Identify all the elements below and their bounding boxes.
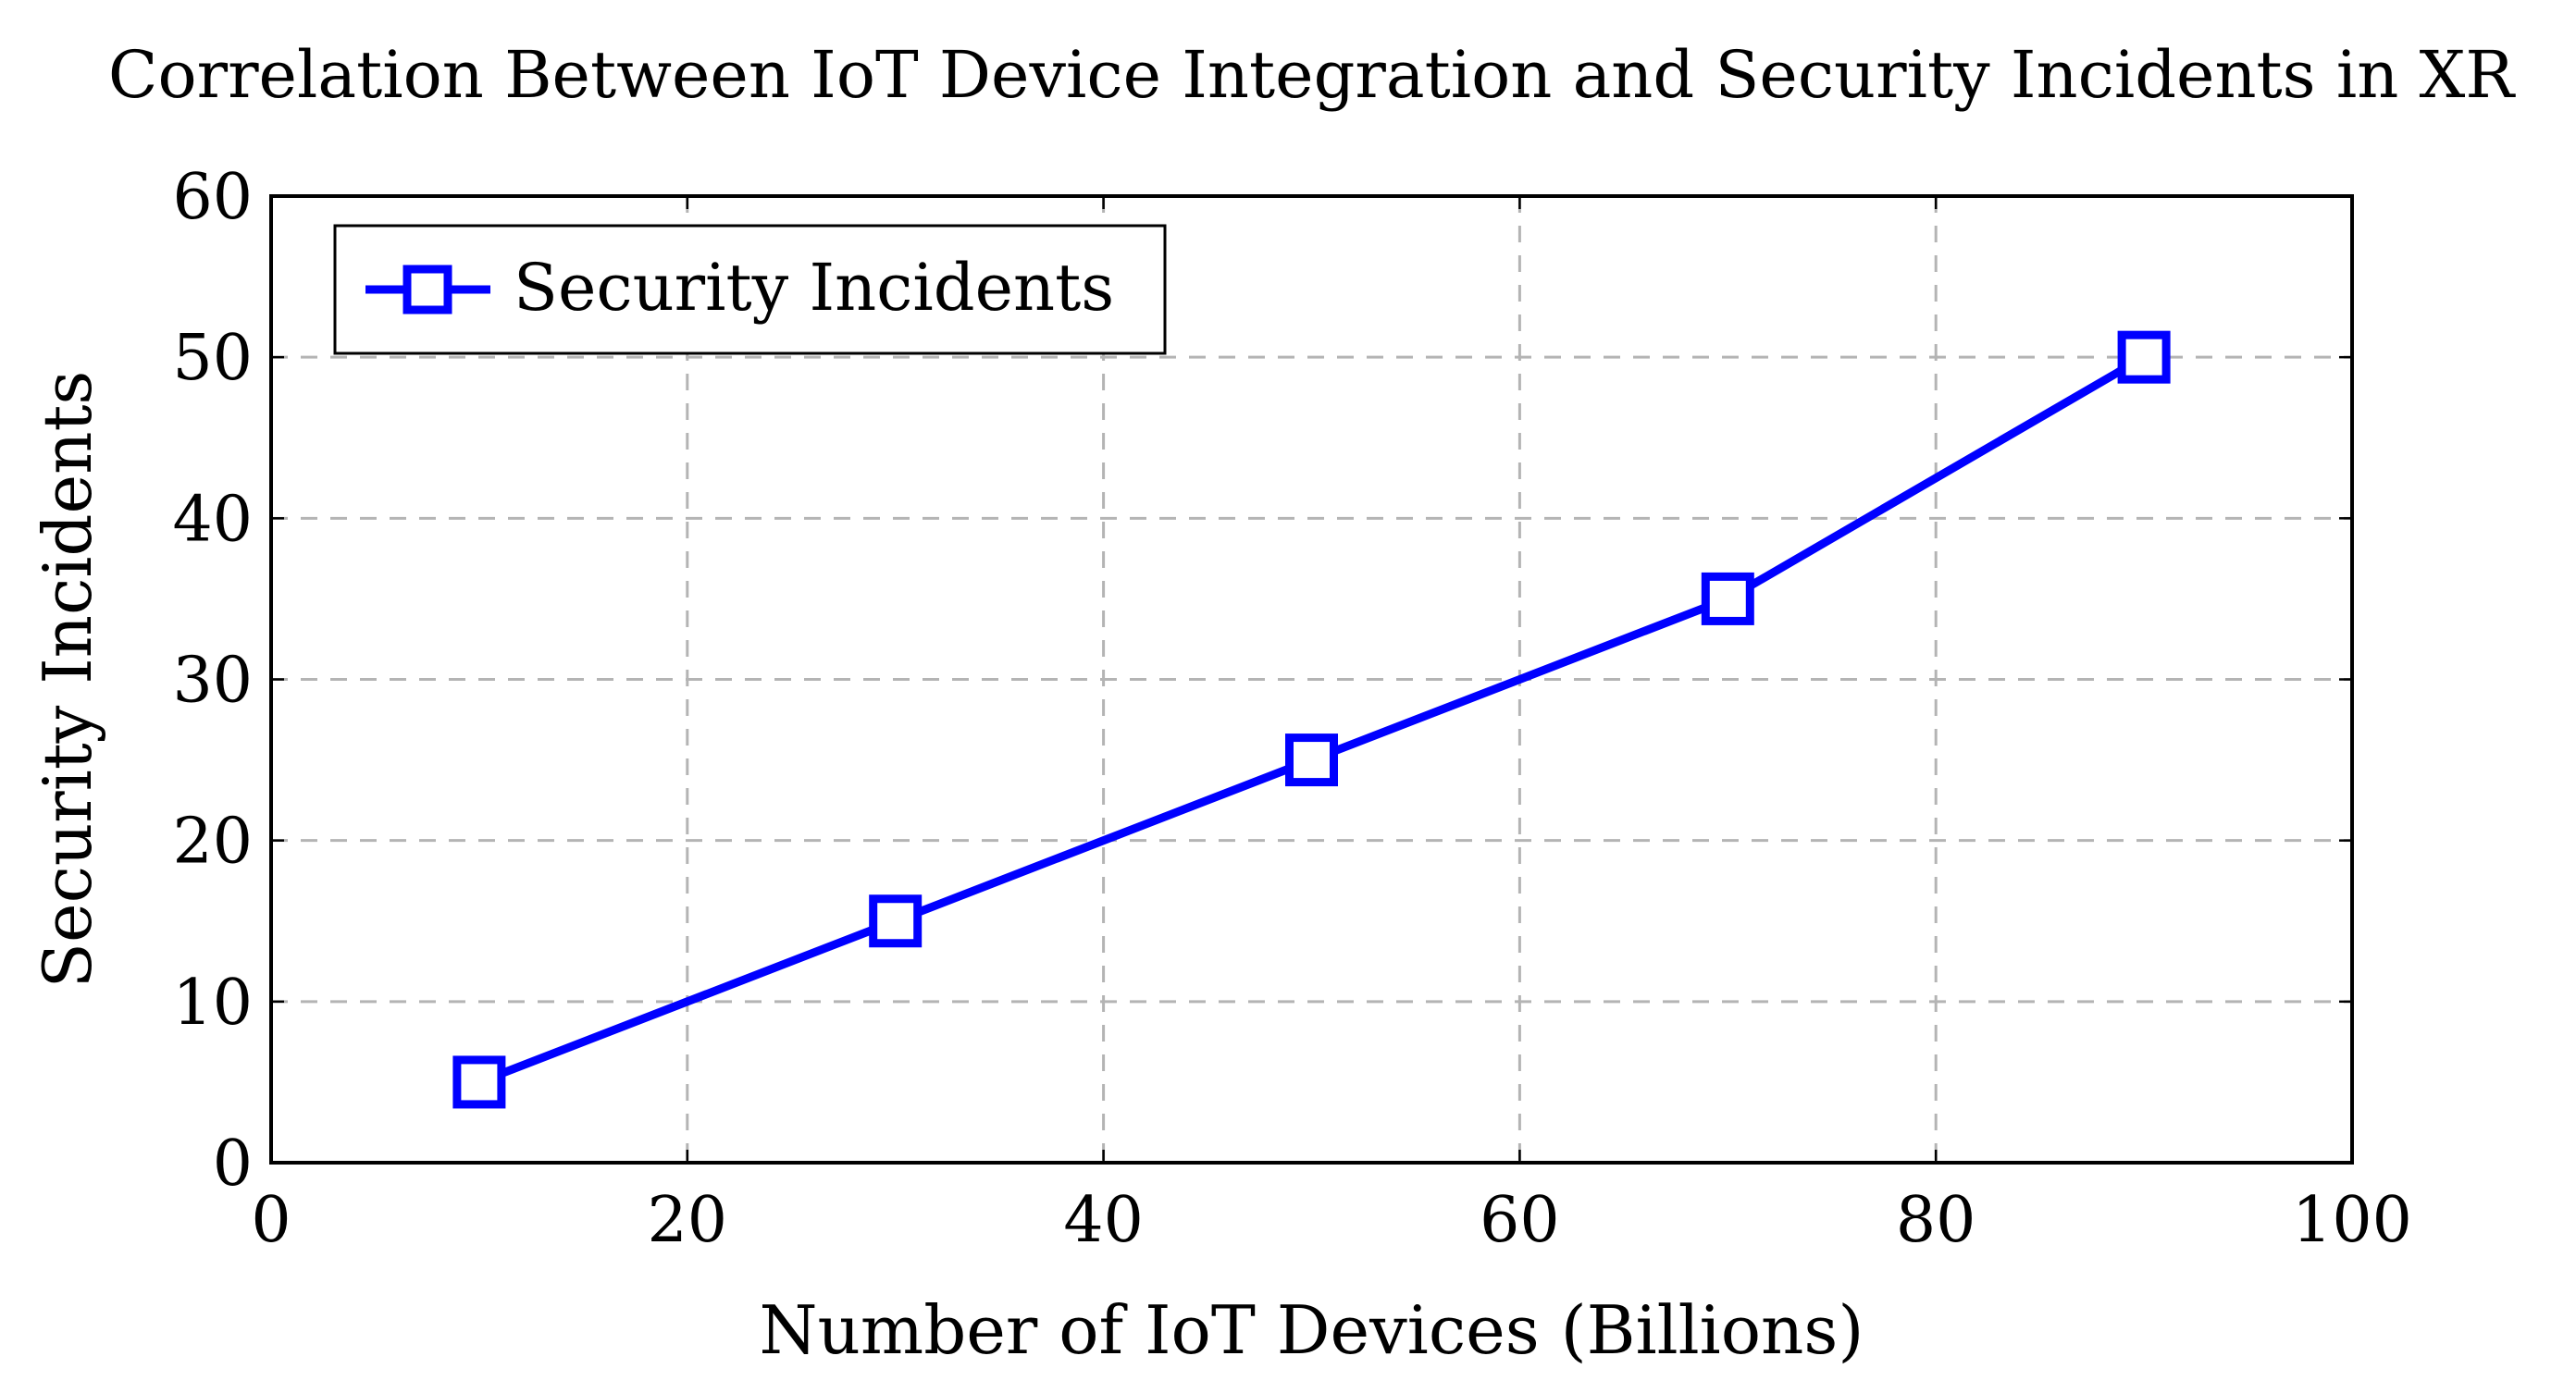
x-tick-label: 60 [1480,1184,1560,1257]
plot-frame [269,194,2354,1165]
y-tick-label: 10 [172,967,253,1040]
y-axis-label: Security Incidents [29,371,106,989]
axis-ticks: 0 20 40 60 80 100 0 10 20 30 40 50 60 [172,161,2411,1257]
x-tick-label: 0 [251,1184,291,1257]
x-tick-label: 20 [648,1184,728,1257]
y-tick-label: 50 [172,322,253,395]
data-point-square-marker [2117,330,2171,384]
legend-square-marker-icon [402,265,452,314]
x-tick-label: 40 [1063,1184,1144,1257]
x-tick-label: 100 [2292,1184,2412,1257]
y-tick-label: 0 [213,1128,253,1201]
y-tick-label: 40 [172,483,253,556]
chart-title: Correlation Between IoT Device Integrati… [108,37,2516,113]
y-tick-label: 20 [172,806,253,879]
data-point-square-marker [869,894,923,948]
legend-label: Security Incidents [514,250,1114,326]
data-point-square-marker [452,1055,506,1109]
data-point-square-marker [1701,572,1754,625]
series-layer [452,330,2171,1109]
x-axis-label: Number of IoT Devices (Billions) [760,1291,1864,1369]
legend: Security Incidents [333,224,1167,355]
x-tick-label: 80 [1896,1184,1976,1257]
y-tick-label: 30 [172,645,253,718]
y-tick-label: 60 [172,161,253,234]
data-point-square-marker [1285,733,1338,787]
